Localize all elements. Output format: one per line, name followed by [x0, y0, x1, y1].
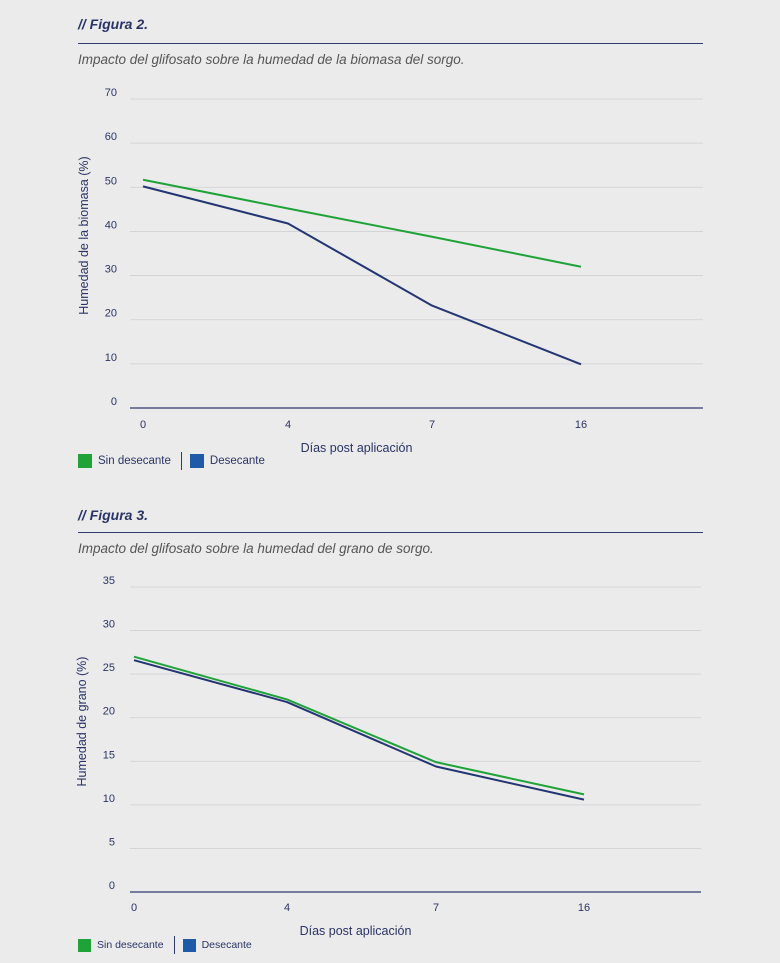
y-tick-label: 70 — [105, 87, 117, 99]
figure-3-subtitle: Impacto del glifosato sobre la humedad d… — [78, 541, 434, 556]
x-tick-label: 4 — [284, 902, 290, 914]
figure-3-label: // Figura 3. — [78, 507, 149, 523]
figure-2-subtitle: Impacto del glifosato sobre la humedad d… — [78, 52, 465, 67]
series-line-sin-desecante — [142, 178, 582, 268]
y-tick-label: 30 — [105, 264, 117, 276]
x-tick-label: 16 — [575, 419, 587, 431]
y-tick-label: 0 — [111, 396, 117, 408]
y-tick-label: 5 — [109, 836, 115, 848]
chart-biomasa-legend: Sin desecante Desecante — [78, 452, 265, 470]
legend-swatch-sin-desecante — [78, 938, 91, 952]
figure-3-rule — [78, 532, 703, 533]
x-tick-label: 16 — [578, 902, 590, 914]
legend-label-sin-desecante: Sin desecante — [97, 939, 164, 951]
y-tick-label: 35 — [103, 575, 115, 587]
x-tick-label: 7 — [433, 902, 439, 914]
series-line-desecante — [142, 185, 582, 366]
y-tick-label: 60 — [105, 131, 117, 143]
y-tick-label: 20 — [103, 706, 115, 718]
legend-separator — [180, 452, 182, 470]
y-tick-label: 0 — [109, 880, 115, 892]
y-axis-label: Humedad de la biomasa (%) — [77, 156, 91, 314]
series-line-sin-desecante — [133, 655, 585, 796]
y-axis-label: Humedad de grano (%) — [75, 657, 89, 787]
y-tick-label: 40 — [105, 219, 117, 231]
x-axis-label: Días post aplicación — [300, 924, 412, 938]
y-tick-label: 15 — [103, 749, 115, 761]
legend-label-desecante: Desecante — [209, 455, 265, 467]
legend-swatch-desecante — [182, 938, 196, 952]
x-tick-label: 0 — [131, 902, 137, 914]
x-tick-label: 7 — [429, 419, 435, 431]
x-tick-label: 0 — [140, 419, 146, 431]
legend-separator — [173, 936, 175, 954]
y-tick-label: 20 — [105, 308, 117, 320]
y-tick-label: 10 — [103, 793, 115, 805]
series-line-desecante — [133, 659, 585, 801]
figure-2-label: // Figura 2. — [78, 16, 149, 32]
chart-biomasa: 0 10 20 30 40 50 60 70 0 4 7 16 Días post aplicación… — [77, 87, 703, 455]
legend-label-desecante: Desecante — [201, 939, 252, 951]
chart-grano-legend: Sin desecante Desecante — [78, 936, 252, 954]
legend-label-sin-desecante: Sin desecante — [98, 455, 171, 467]
y-tick-label: 10 — [105, 352, 117, 364]
figure-2-rule — [78, 43, 703, 44]
y-tick-label: 50 — [105, 175, 117, 187]
x-axis-label: Días post aplicación — [301, 441, 413, 455]
y-tick-label: 25 — [103, 662, 115, 674]
legend-swatch-sin-desecante — [78, 454, 92, 468]
x-tick-label: 4 — [285, 419, 291, 431]
legend-swatch-desecante — [189, 454, 204, 468]
y-tick-label: 30 — [103, 619, 115, 631]
